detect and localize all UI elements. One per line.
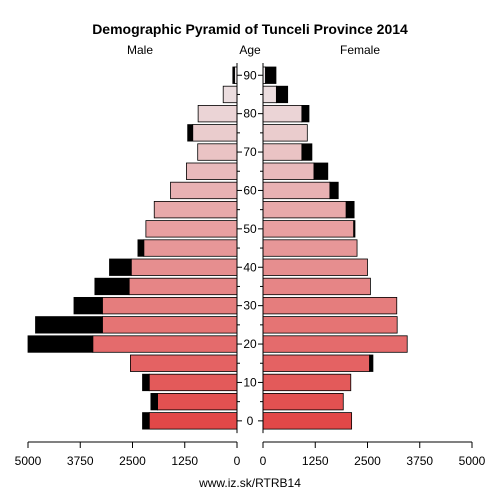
- male-bar-20-24: [92, 335, 238, 353]
- male-bar-70-74: [197, 143, 238, 161]
- age-label-80: 80: [243, 107, 257, 121]
- female-bar-35-39: [262, 277, 371, 296]
- female-bar-45-49: [262, 239, 358, 257]
- female-bar-75-79: [262, 124, 308, 142]
- female-bar-40-44: [262, 258, 368, 276]
- female-excess-bar-85-89: [275, 85, 289, 104]
- x-tick-label-5000: 5000: [459, 454, 486, 468]
- x-tick-label-0: 0: [260, 454, 267, 468]
- age-label-50: 50: [243, 222, 257, 236]
- female-bar-65-69: [262, 162, 315, 180]
- male-bar-25-29: [102, 316, 238, 334]
- female-bar-10-14: [262, 373, 352, 392]
- female-excess-bar-70-74: [301, 143, 313, 161]
- age-axis: 90 80 70 60 50 40 30 20 10 0: [236, 63, 264, 434]
- male-bar-15-19: [130, 354, 238, 372]
- female-excess-bar-80-84: [301, 105, 310, 123]
- x-axis-male: 5000 3750 2500 1250 0: [15, 441, 241, 468]
- age-label-60: 60: [243, 183, 257, 197]
- female-excess-bar-90+: [265, 66, 277, 84]
- female-bar-70-74: [262, 143, 303, 161]
- age-label-30: 30: [243, 299, 257, 313]
- x-tick-label-0: 0: [234, 454, 241, 468]
- female-excess-bar-60-64: [329, 181, 339, 200]
- source-footer: www.iz.sk/RTRB14: [198, 476, 301, 490]
- female-excess-bar-50-54: [353, 220, 356, 238]
- chart-title: Demographic Pyramid of Tunceli Province …: [92, 21, 408, 37]
- male-bar-5-9: [157, 392, 238, 411]
- female-bar-55-59: [262, 200, 347, 219]
- male-bar-75-79: [192, 124, 238, 142]
- male-excess-bar-30-34: [73, 296, 103, 315]
- male-bar-10-14: [148, 373, 238, 392]
- male-excess-bar-20-24: [27, 335, 94, 353]
- x-axis-female: 0 1250 2500 3750 5000: [260, 441, 486, 468]
- female-bar-80-84: [262, 105, 303, 123]
- female-bar-85-89: [262, 85, 277, 104]
- male-bar-0-4: [148, 412, 238, 430]
- male-bars: [27, 66, 238, 430]
- female-bar-25-29: [262, 316, 398, 334]
- x-tick-label-2500: 2500: [119, 454, 146, 468]
- age-label-70: 70: [243, 145, 257, 159]
- male-bar-30-34: [102, 296, 238, 315]
- female-excess-bar-15-19: [369, 354, 374, 372]
- female-bar-0-4: [262, 412, 353, 430]
- female-bar-5-9: [262, 392, 344, 411]
- x-tick-label-1250: 1250: [171, 454, 198, 468]
- male-excess-bar-40-44: [109, 258, 132, 276]
- age-label-20: 20: [243, 337, 257, 351]
- male-excess-bar-35-39: [94, 277, 130, 296]
- male-excess-bar-90+: [232, 66, 235, 84]
- male-bar-50-54: [145, 220, 238, 238]
- female-bar-30-34: [262, 296, 398, 315]
- female-header: Female: [340, 43, 380, 57]
- x-tick-label-5000: 5000: [15, 454, 42, 468]
- male-bar-80-84: [197, 105, 238, 123]
- male-excess-bar-25-29: [35, 316, 103, 334]
- age-label-10: 10: [243, 375, 257, 389]
- male-bar-65-69: [186, 162, 238, 180]
- male-excess-bar-5-9: [150, 392, 158, 411]
- x-tick-label-3750: 3750: [67, 454, 94, 468]
- male-excess-bar-75-79: [187, 124, 194, 142]
- male-bar-40-44: [130, 258, 238, 276]
- male-excess-bar-45-49: [137, 239, 145, 257]
- female-bar-20-24: [262, 335, 408, 353]
- x-tick-label-1250: 1250: [302, 454, 329, 468]
- male-bar-35-39: [128, 277, 238, 296]
- female-excess-bar-65-69: [313, 162, 329, 180]
- age-label-0: 0: [247, 414, 254, 428]
- male-bar-55-59: [153, 200, 238, 219]
- x-tick-label-3750: 3750: [406, 454, 433, 468]
- age-label-90: 90: [243, 68, 257, 82]
- female-bar-15-19: [262, 354, 370, 372]
- male-bar-60-64: [170, 181, 238, 200]
- male-bar-45-49: [143, 239, 238, 257]
- female-bar-60-64: [262, 181, 331, 200]
- age-label-40: 40: [243, 260, 257, 274]
- male-excess-bar-10-14: [142, 373, 150, 392]
- female-bars: [262, 66, 408, 430]
- male-bar-85-89: [222, 85, 238, 104]
- x-tick-label-2500: 2500: [354, 454, 381, 468]
- male-header: Male: [127, 43, 153, 57]
- female-excess-bar-55-59: [345, 200, 355, 219]
- age-header: Age: [239, 43, 261, 57]
- male-excess-bar-0-4: [142, 412, 150, 430]
- female-bar-50-54: [262, 220, 355, 238]
